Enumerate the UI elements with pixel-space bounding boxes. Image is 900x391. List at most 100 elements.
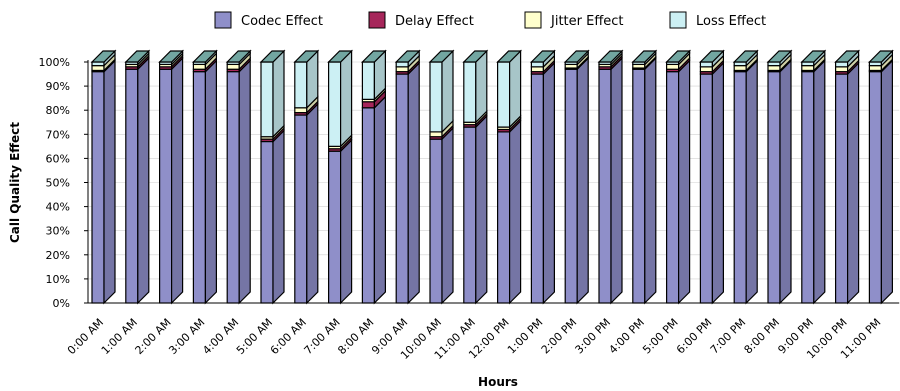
bar-top-face (462, 50, 489, 63)
bar-front-face (429, 61, 443, 133)
bar-segment-jitter-effect (429, 119, 454, 139)
bar-segment-codec-effect (328, 138, 353, 305)
bar-front-face (395, 61, 409, 68)
bar-side-face (441, 49, 454, 134)
bar-stack (529, 49, 556, 305)
bar-stack (462, 49, 489, 305)
bar-front-face (328, 61, 342, 147)
bar-side-face (475, 49, 488, 124)
y-tick-label: 0% (53, 297, 70, 310)
bar-front-face (801, 65, 815, 72)
bar-segment-codec-effect (699, 61, 725, 305)
bar-front-face (868, 65, 883, 72)
y-tick-label: 30% (46, 225, 70, 238)
bar-segment-codec-effect (294, 102, 319, 305)
bar-top-face (631, 50, 658, 63)
y-tick-label: 40% (46, 201, 70, 214)
x-tick-label: 1:00 AM (99, 316, 140, 357)
bar-stack (124, 49, 151, 305)
bar-front-face (226, 71, 240, 304)
y-tick-label: 60% (46, 152, 70, 165)
bar-front-face (294, 61, 308, 109)
bar-side-face (103, 59, 116, 305)
bar-top-face (766, 50, 793, 63)
bar-segment-codec-effect (91, 59, 116, 305)
bar-front-face (564, 68, 578, 304)
legend-swatch (669, 11, 687, 29)
y-tick-label: 80% (46, 104, 70, 117)
bar-stack (225, 49, 252, 305)
legend-swatch (524, 11, 542, 29)
bar-side-face (880, 59, 894, 305)
bars (90, 49, 894, 305)
bar-stack (158, 49, 185, 305)
bar-front-face (530, 73, 545, 304)
legend-item: Jitter Effect (524, 11, 624, 29)
bar-front-face (497, 131, 511, 304)
legend-item: Codec Effect (214, 11, 323, 29)
bar-front-face (530, 61, 545, 68)
bar-front-face (429, 131, 443, 138)
x-tick-label: 6:00 AM (268, 316, 309, 357)
x-tick-label: 8:00 PM (742, 316, 783, 357)
legend-label: Loss Effect (696, 14, 766, 29)
bar-side-face (610, 56, 623, 305)
bar-top-face (800, 50, 827, 63)
legend-swatch (214, 11, 232, 29)
bar-top-face (529, 50, 556, 63)
x-tick-label: 4:00 PM (606, 316, 647, 357)
bar-stack (800, 49, 827, 305)
bar-top-face (394, 50, 421, 63)
bar-side-face (373, 95, 386, 305)
bar-side-face (509, 49, 522, 129)
bar-stack (766, 49, 793, 305)
bar-segment-codec-effect (429, 126, 454, 305)
bar-front-face (395, 73, 409, 304)
x-tick-label: 7:00 AM (302, 316, 343, 357)
bar-top-face (665, 50, 692, 63)
bar-front-face (497, 61, 511, 128)
bar-side-face (745, 59, 758, 305)
bar-front-face (361, 107, 375, 304)
bar-side-face (407, 61, 420, 305)
bar-side-face (711, 61, 725, 305)
x-axis-ticks: 0:00 AM1:00 AM2:00 AM3:00 AM4:00 AM5:00 … (65, 316, 884, 362)
bar-top-face (225, 50, 252, 63)
bar-front-face (834, 73, 849, 304)
bar-side-face (204, 59, 217, 305)
y-tick-label: 70% (46, 128, 70, 141)
bar-side-face (238, 59, 251, 305)
x-tick-label: 1:00 PM (505, 316, 546, 357)
bar-top-face (597, 50, 624, 63)
bar-top-face (90, 50, 117, 63)
bar-side-face (171, 56, 184, 305)
bar-segment-codec-effect (801, 59, 826, 305)
bar-stack (834, 49, 861, 305)
bar-front-face (260, 61, 274, 138)
x-tick-label: 7:00 PM (708, 316, 749, 357)
bar-front-face (361, 61, 375, 100)
x-tick-label: 5:00 PM (640, 316, 681, 357)
x-tick-label: 2:00 PM (539, 316, 580, 357)
bar-stack (90, 49, 117, 305)
bar-front-face (463, 61, 477, 123)
bar-segment-codec-effect (530, 61, 556, 305)
legend: Codec Effect Delay Effect Jitter Effect Los… (214, 11, 766, 29)
bar-top-face (563, 50, 590, 63)
legend-label: Delay Effect (395, 14, 474, 29)
bar-front-face (260, 140, 274, 304)
bar-stack (496, 49, 523, 305)
bar-segment-loss-effect (361, 49, 386, 101)
x-tick-label: 3:00 AM (166, 316, 207, 357)
y-tick-label: 50% (46, 177, 70, 190)
bar-side-face (137, 56, 150, 305)
bar-segment-loss-effect (328, 49, 353, 148)
bar-segment-codec-effect (361, 95, 386, 305)
x-tick-label: 0:00 AM (65, 316, 106, 357)
bar-front-face (767, 71, 781, 304)
bar-segment-codec-effect (598, 56, 623, 305)
bar-side-face (779, 59, 792, 305)
bar-front-face (699, 73, 714, 304)
bar-top-face (293, 50, 320, 63)
bar-stack (597, 49, 624, 305)
